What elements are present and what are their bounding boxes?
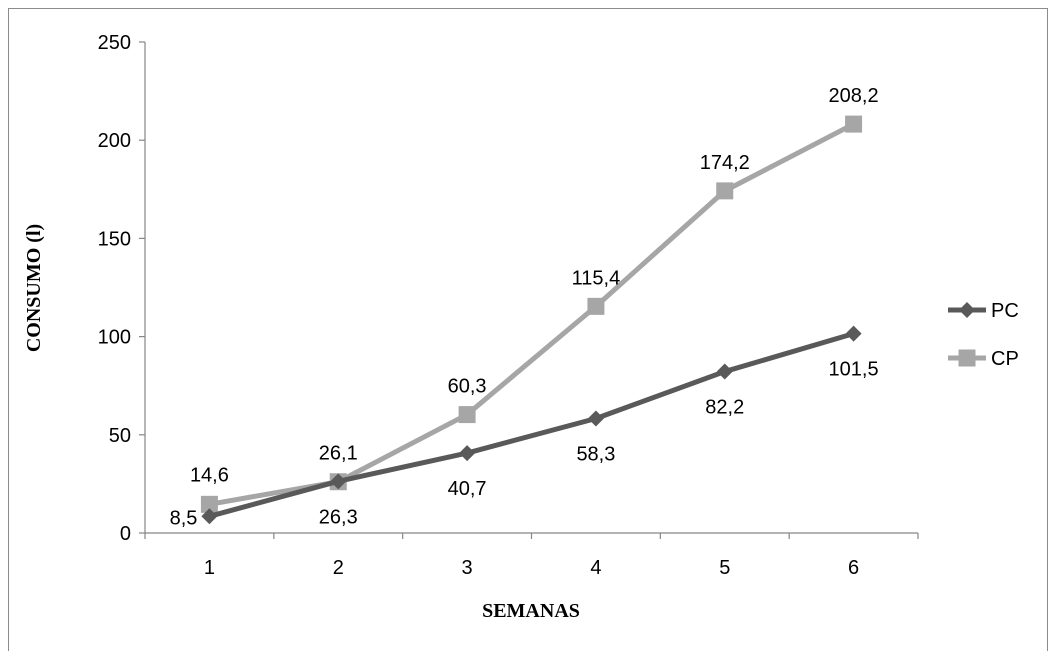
chart-frame — [8, 8, 1048, 651]
data-label-pc: 8,5 — [170, 507, 198, 529]
data-labels: 8,5 26,3 40,7 58,3 82,2 101,5 14,6 26,1 60,3 115,… — [170, 85, 879, 529]
y-axis-title: CONSUMO (l) — [23, 224, 45, 352]
y-tick-label: 200 — [98, 130, 131, 152]
data-label-cp: 14,6 — [190, 464, 229, 486]
legend: PC CP — [948, 300, 1019, 370]
data-label-cp: 174,2 — [700, 152, 750, 174]
x-tick-label: 4 — [590, 557, 601, 579]
data-point-cp — [200, 495, 218, 513]
y-tick-label: 0 — [120, 523, 131, 545]
series-layer — [200, 115, 863, 525]
legend-item-cp: CP — [948, 348, 1019, 370]
y-tick-label: 100 — [98, 327, 131, 349]
y-tick-label: 250 — [98, 32, 131, 54]
data-label-cp: 26,1 — [319, 443, 358, 465]
data-point-cp — [458, 406, 476, 424]
data-point-pc — [587, 410, 604, 427]
series-line-cp — [208, 121, 855, 507]
x-tick-label: 1 — [204, 557, 215, 579]
data-point-pc — [716, 363, 733, 380]
legend-label: CP — [991, 348, 1019, 370]
data-point-pc — [330, 473, 347, 490]
data-point-cp — [716, 182, 734, 200]
y-tick-label: 150 — [98, 228, 131, 250]
x-tick-label: 3 — [462, 557, 473, 579]
data-point-cp — [587, 297, 605, 315]
data-label-pc: 101,5 — [829, 359, 879, 381]
data-label-pc: 26,3 — [319, 506, 358, 528]
legend-marker-cp — [958, 349, 976, 367]
series-line-pc — [208, 331, 855, 519]
data-label-cp: 115,4 — [572, 267, 621, 289]
data-point-cp — [845, 115, 863, 133]
series-cp — [200, 115, 863, 513]
x-tick-label: 6 — [848, 557, 859, 579]
legend-item-pc: PC — [948, 300, 1019, 322]
legend-label: PC — [991, 300, 1019, 322]
data-label-cp: 208,2 — [829, 85, 879, 107]
x-tick-label: 2 — [333, 557, 344, 579]
legend-marker-pc — [959, 302, 975, 318]
data-label-pc: 82,2 — [705, 397, 744, 419]
axes: 0 50 100 150 200 250 1 2 3 4 5 6 — [98, 32, 919, 579]
y-tick-label: 50 — [109, 425, 131, 447]
data-point-pc — [459, 445, 476, 462]
data-label-cp: 60,3 — [448, 376, 487, 398]
data-point-pc — [845, 325, 862, 342]
data-label-pc: 58,3 — [576, 443, 615, 465]
series-pc — [201, 325, 862, 525]
data-label-pc: 40,7 — [448, 478, 487, 500]
data-point-pc — [201, 508, 218, 525]
x-tick-label: 5 — [719, 557, 730, 579]
x-axis-title: SEMANAS — [482, 600, 580, 622]
